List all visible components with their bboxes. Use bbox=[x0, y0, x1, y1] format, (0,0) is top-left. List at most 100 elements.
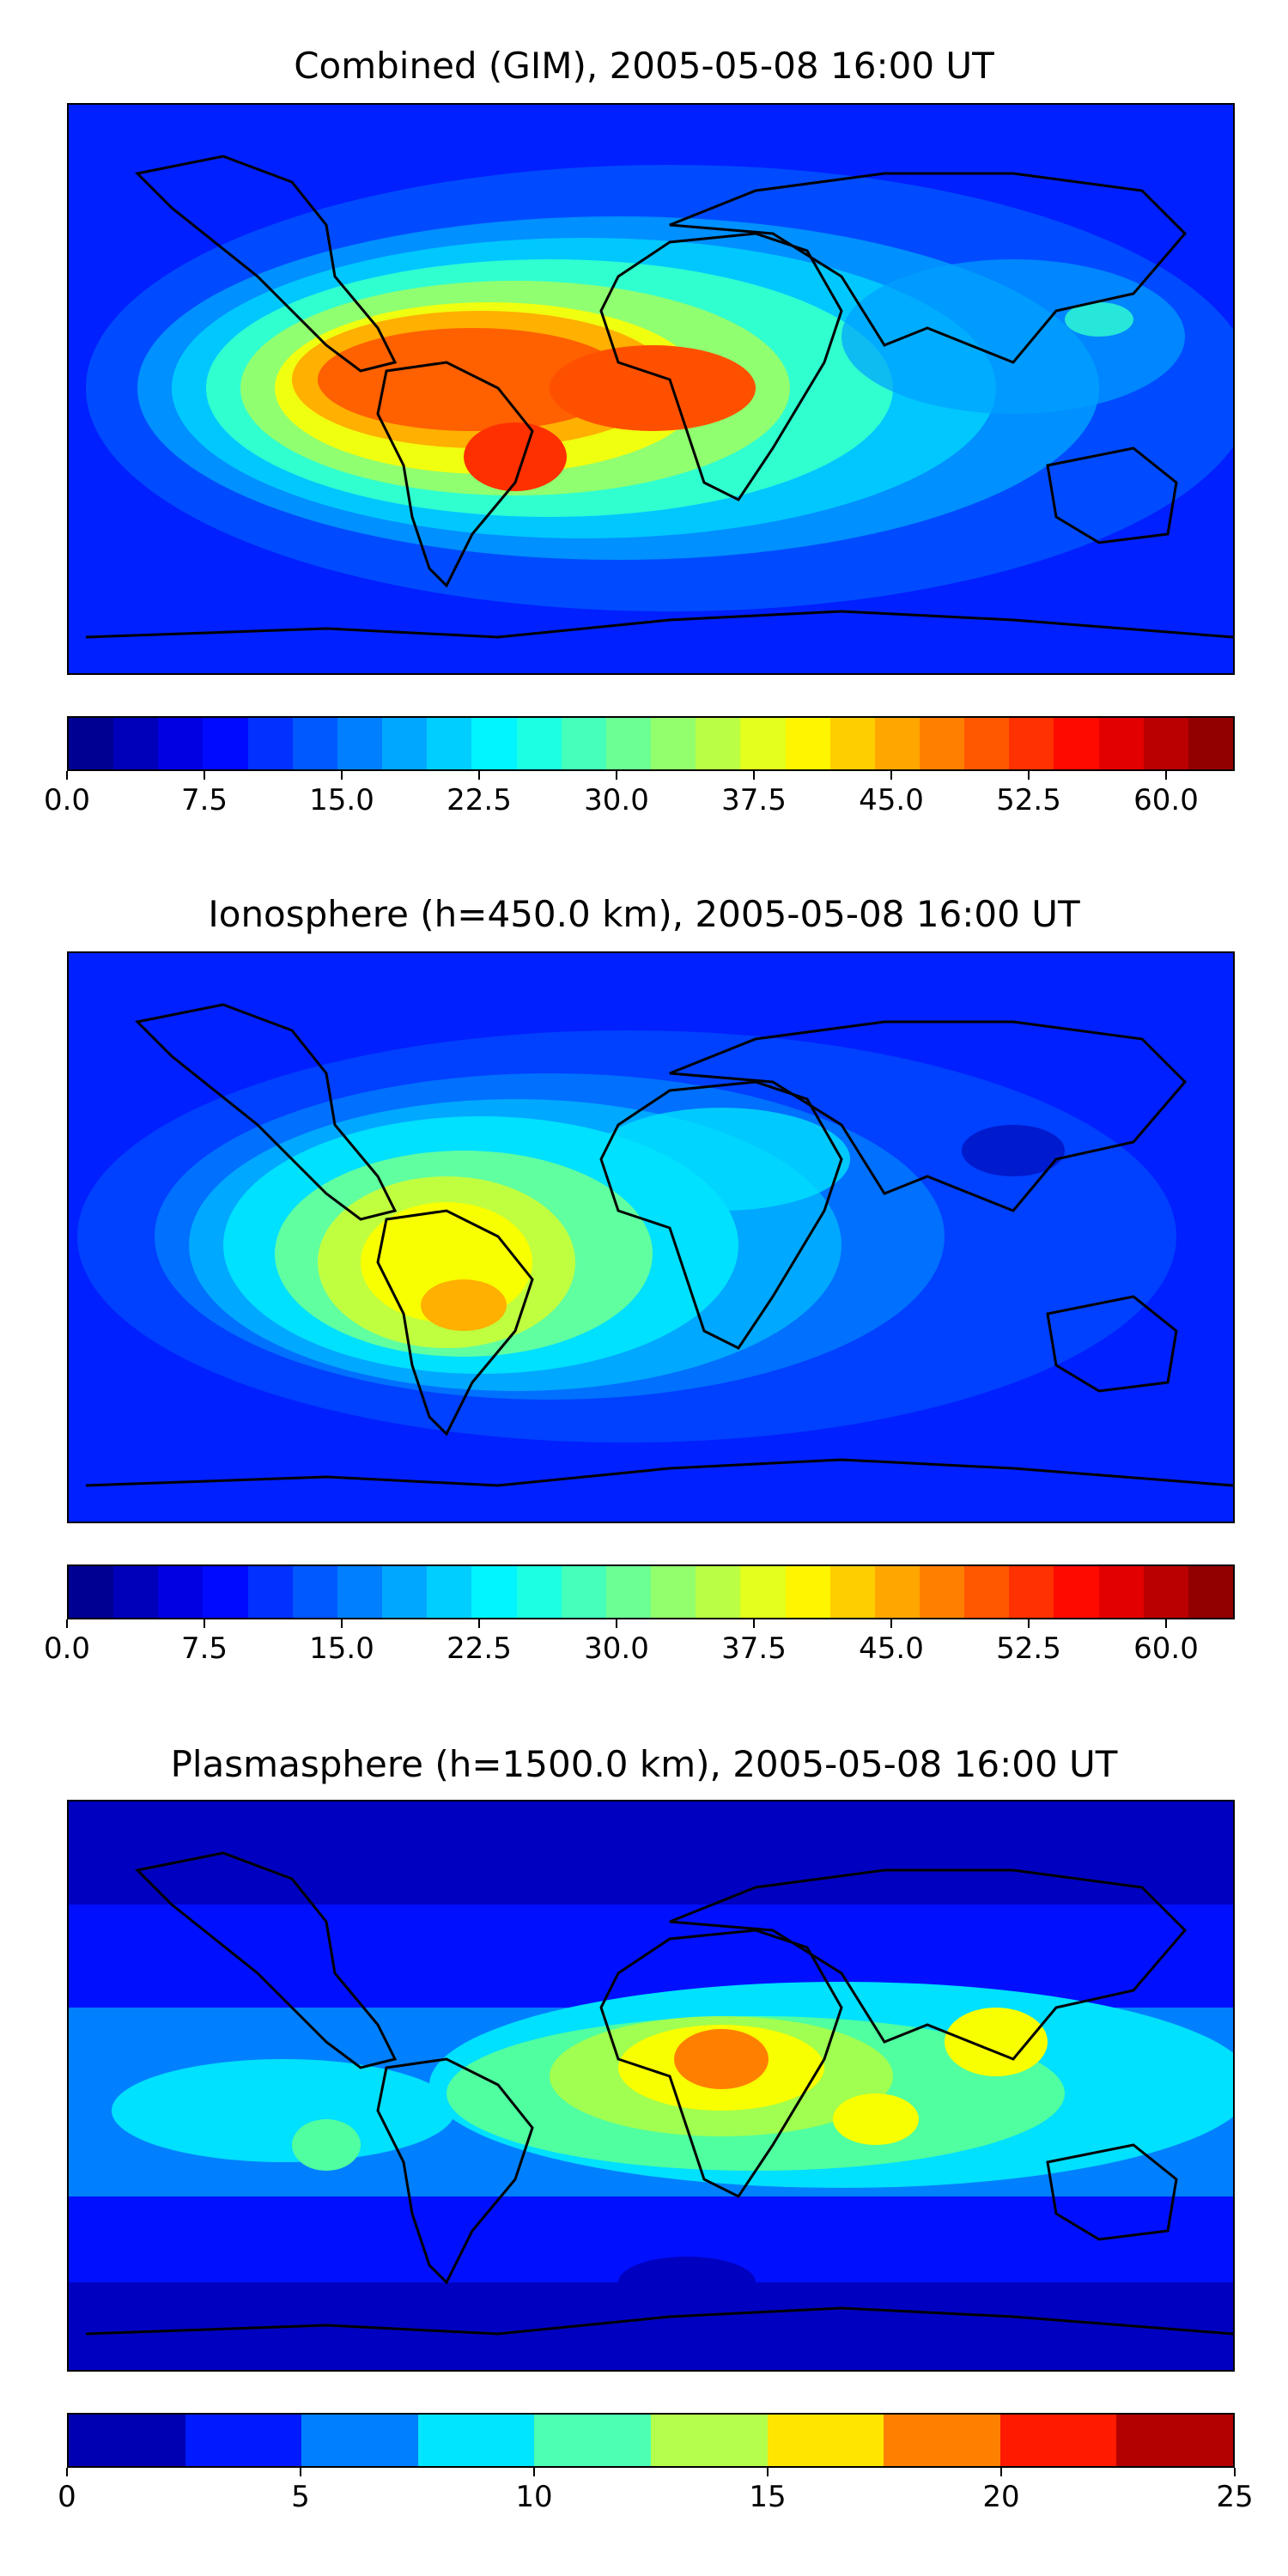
colorbar-tick-label: 45.0 bbox=[859, 1631, 924, 1666]
colorbar-tick bbox=[533, 2468, 535, 2476]
colorbar-level bbox=[964, 1566, 1010, 1618]
colorbar-level bbox=[785, 718, 830, 769]
colorbar-tick bbox=[66, 771, 68, 780]
colorbar-tick bbox=[1165, 1619, 1167, 1628]
colorbar-level bbox=[69, 718, 114, 769]
colorbar-level bbox=[203, 1566, 248, 1618]
colorbar-tick-label: 30.0 bbox=[584, 783, 649, 817]
colorbar-level bbox=[964, 718, 1010, 769]
colorbar-tick-label: 25 bbox=[1216, 2480, 1254, 2514]
colorbar-ticks: 0.0 7.5 15.0 22.5 30.0 37.5 45.0 52.5 60.0 bbox=[44, 1619, 1235, 1671]
colorbar-tick bbox=[341, 1619, 343, 1628]
colorbar-level bbox=[516, 1566, 562, 1618]
colorbar-level bbox=[605, 1566, 652, 1618]
colorbar-level bbox=[874, 1566, 920, 1618]
colorbar-tick bbox=[890, 771, 892, 780]
colorbar-level bbox=[1188, 1566, 1234, 1618]
colorbar-tick-label: 22.5 bbox=[447, 783, 512, 817]
colorbar-level bbox=[829, 718, 875, 769]
colorbar-ticks: 0 5 10 15 20 25 bbox=[58, 2468, 1254, 2519]
colorbar-level bbox=[337, 1566, 383, 1618]
colorbar-tick-label: 45.0 bbox=[859, 783, 924, 817]
colorbar-level bbox=[605, 718, 652, 769]
colorbar-tick bbox=[767, 2468, 769, 2476]
tec-map-ionosphere bbox=[67, 951, 1235, 1523]
colorbar-level bbox=[874, 718, 920, 769]
colorbar-level bbox=[740, 718, 786, 769]
colorbar-level bbox=[471, 1566, 517, 1618]
colorbar-level bbox=[301, 2415, 418, 2466]
map-canvas bbox=[69, 105, 1233, 673]
colorbar-tick bbox=[890, 1619, 892, 1628]
colorbar-level bbox=[158, 1566, 204, 1618]
colorbar-level bbox=[185, 2415, 302, 2466]
colorbar-level bbox=[427, 1566, 472, 1618]
colorbar-level bbox=[516, 718, 562, 769]
colorbar-tick-label: 60.0 bbox=[1133, 1631, 1199, 1666]
colorbar-level bbox=[696, 718, 741, 769]
map-canvas bbox=[69, 1801, 1233, 2370]
colorbar-level bbox=[884, 2415, 1000, 2466]
colorbar-tick bbox=[204, 1619, 205, 1628]
colorbar-level bbox=[1009, 1566, 1054, 1618]
colorbar-tick-label: 7.5 bbox=[180, 1631, 228, 1666]
colorbar-level bbox=[292, 1566, 337, 1618]
panel-title: Combined (GIM), 2005-05-08 16:00 UT bbox=[294, 45, 994, 87]
colorbar-tick-label: 7.5 bbox=[180, 783, 228, 817]
colorbar-level bbox=[650, 2415, 768, 2466]
colorbar-tick-label: 0 bbox=[58, 2480, 76, 2514]
colorbar-level bbox=[1009, 718, 1054, 769]
colorbar-tick bbox=[1234, 2468, 1236, 2476]
colorbar-level bbox=[740, 1566, 786, 1618]
colorbar-tick bbox=[753, 771, 755, 780]
colorbar-level bbox=[1098, 1566, 1144, 1618]
colorbar-level bbox=[829, 1566, 875, 1618]
colorbar bbox=[67, 1564, 1235, 1619]
colorbar-level bbox=[417, 2415, 535, 2466]
colorbar-level bbox=[69, 1566, 114, 1618]
colorbar-tick-label: 20 bbox=[982, 2480, 1020, 2514]
map-canvas bbox=[69, 953, 1233, 1522]
colorbar-tick bbox=[341, 771, 343, 780]
colorbar-tick-label: 15 bbox=[749, 2480, 787, 2514]
colorbar-level bbox=[382, 1566, 428, 1618]
colorbar-level bbox=[1098, 718, 1144, 769]
colorbar-tick-label: 30.0 bbox=[584, 1631, 649, 1666]
colorbar-tick-label: 10 bbox=[515, 2480, 553, 2514]
colorbar-level bbox=[69, 2415, 185, 2466]
colorbar-level bbox=[1143, 718, 1188, 769]
colorbar-tick bbox=[66, 2468, 68, 2476]
colorbar-level bbox=[382, 718, 428, 769]
colorbar-tick-label: 60.0 bbox=[1133, 783, 1199, 817]
tec-map-combined bbox=[67, 103, 1235, 675]
colorbar-level bbox=[919, 1566, 965, 1618]
colorbar-ticks: 0.0 7.5 15.0 22.5 30.0 37.5 45.0 52.5 60.0 bbox=[44, 771, 1235, 823]
colorbar-tick-label: 52.5 bbox=[996, 1631, 1061, 1666]
colorbar-level bbox=[1188, 718, 1234, 769]
colorbar-tick bbox=[204, 771, 205, 780]
colorbar-level bbox=[292, 718, 337, 769]
colorbar-level bbox=[561, 718, 606, 769]
colorbar-level bbox=[247, 1566, 293, 1618]
colorbar-level bbox=[113, 718, 159, 769]
colorbar-tick-label: 15.0 bbox=[309, 783, 374, 817]
colorbar-level bbox=[337, 718, 383, 769]
colorbar-level bbox=[999, 2415, 1117, 2466]
colorbar-level bbox=[1116, 2415, 1233, 2466]
colorbar-tick bbox=[616, 1619, 617, 1628]
colorbar-tick-label: 5 bbox=[291, 2480, 310, 2514]
colorbar-level bbox=[696, 1566, 741, 1618]
coastlines bbox=[85, 155, 1233, 639]
colorbar-tick bbox=[478, 771, 480, 780]
colorbar-tick-label: 52.5 bbox=[996, 783, 1061, 817]
colorbar-tick bbox=[478, 1619, 480, 1628]
colorbar-tick-label: 0.0 bbox=[43, 1631, 91, 1666]
colorbar-tick-label: 22.5 bbox=[447, 1631, 512, 1666]
colorbar-tick bbox=[1028, 771, 1030, 780]
colorbar-tick-label: 15.0 bbox=[309, 1631, 374, 1666]
colorbar-tick bbox=[753, 1619, 755, 1628]
colorbar-tick bbox=[300, 2468, 301, 2476]
panel-title: Ionosphere (h=450.0 km), 2005-05-08 16:0… bbox=[208, 893, 1080, 935]
colorbar-level bbox=[471, 718, 517, 769]
coastlines bbox=[85, 1003, 1233, 1487]
